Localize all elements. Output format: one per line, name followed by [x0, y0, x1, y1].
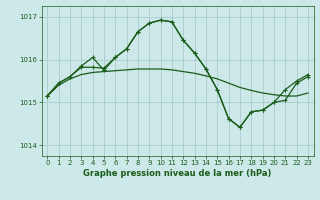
X-axis label: Graphe pression niveau de la mer (hPa): Graphe pression niveau de la mer (hPa) — [84, 169, 272, 178]
